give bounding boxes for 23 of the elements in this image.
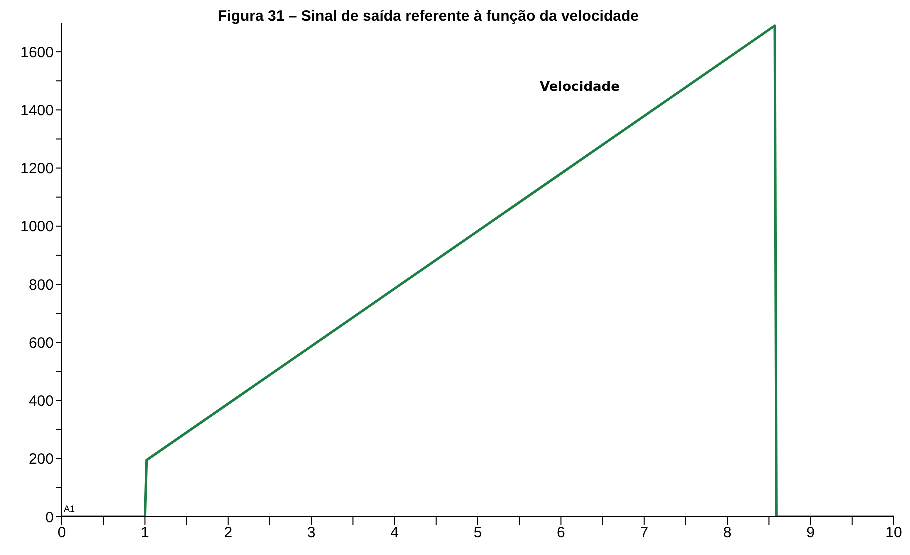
y-tick-label: 1400	[20, 102, 54, 120]
x-tick-label: 7	[640, 524, 649, 542]
y-tick-label: 200	[28, 451, 54, 468]
x-tick-label: 4	[390, 524, 399, 542]
y-tick-label: 1200	[20, 160, 54, 178]
y-tick-label: 800	[28, 276, 54, 294]
x-tick-label: 8	[723, 524, 732, 542]
x-tick-label: 3	[307, 524, 316, 542]
y-tick-label: 1000	[20, 218, 54, 236]
y-tick-label: 0	[46, 509, 54, 526]
y-tick-label: 600	[28, 334, 54, 352]
x-tick-label: 1	[141, 524, 150, 542]
x-tick-label: 6	[557, 524, 566, 542]
x-tick-label: 10	[886, 524, 902, 542]
chart-title: Figura 31 – Sinal de saída referente à função da velocidade	[218, 8, 640, 25]
y-tick-label: 1600	[20, 44, 54, 62]
text: Velocidade	[540, 80, 620, 95]
x-tick-label: 0	[58, 524, 66, 542]
annotation: A1	[64, 504, 76, 514]
x-tick-label: 5	[474, 524, 482, 542]
x-tick-label: 9	[806, 524, 815, 542]
y-tick-label: 400	[28, 393, 54, 410]
x-tick-label: 2	[224, 524, 233, 542]
